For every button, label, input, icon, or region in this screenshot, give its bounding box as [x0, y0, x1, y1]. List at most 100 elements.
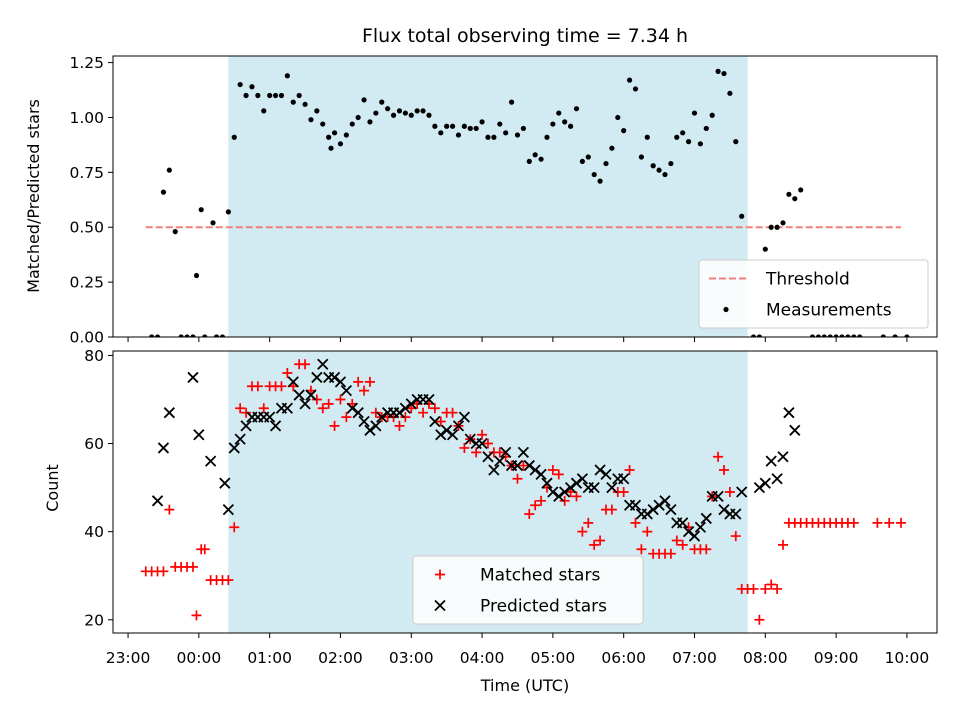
measurement-point: [491, 134, 497, 140]
predicted-stars-point: [618, 473, 630, 485]
measurement-point: [414, 108, 420, 114]
measurement-point: [172, 229, 178, 235]
x-tick-label: 06:00: [601, 649, 646, 667]
measurement-point: [467, 125, 473, 132]
matched-stars-point: [553, 469, 564, 480]
predicted-stars-point: [694, 521, 707, 533]
predicted-stars-point: [629, 499, 642, 511]
predicted-stars-point: [564, 481, 577, 494]
predicted-stars-point: [452, 420, 465, 432]
matched-stars-point: [718, 464, 729, 475]
measurement-point: [674, 134, 680, 140]
predicted-stars-point: [682, 526, 695, 538]
predicted-stars-point: [187, 371, 199, 384]
matched-stars-point: [896, 517, 907, 528]
measurement-point: [591, 171, 597, 178]
matched-stars-point: [884, 517, 895, 528]
measurement-point: [385, 106, 391, 112]
measurement-point: [544, 134, 550, 140]
measurement-point: [249, 84, 255, 90]
x-tick-label: 03:00: [389, 649, 434, 667]
legend-label: Predicted stars: [480, 597, 607, 617]
matched-stars-point: [229, 522, 240, 533]
y-tick-label: 60: [84, 435, 104, 453]
matched-stars-point: [471, 447, 482, 458]
matched-stars-point: [282, 368, 293, 379]
y-tick-label: 0.00: [69, 329, 104, 347]
measurement-point: [408, 112, 414, 118]
y-tick-label: 80: [84, 347, 104, 365]
measurement-point: [379, 99, 385, 105]
matched-stars-point: [518, 460, 529, 471]
measurement-point: [184, 334, 190, 337]
measurement-point: [786, 191, 792, 197]
predicted-stars-point: [718, 503, 730, 516]
matched-stars-point: [536, 495, 547, 506]
predicted-stars-point: [677, 517, 689, 529]
matched-stars-point: [642, 526, 653, 537]
predicted-stars-point: [535, 468, 547, 481]
measurement-point: [562, 119, 568, 125]
matched-stars-point: [524, 509, 535, 520]
measurement-point: [520, 125, 526, 132]
matched-stars-point: [191, 610, 202, 621]
matched-stars-point: [636, 544, 647, 555]
legend-box: [412, 555, 644, 625]
measurement-point: [650, 163, 656, 169]
predicted-stars-point: [511, 459, 524, 472]
predicted-stars-point: [376, 411, 388, 423]
matched-stars-point: [630, 517, 641, 528]
matched-stars-point: [618, 487, 629, 497]
measurement-point: [821, 334, 827, 337]
measurement-point: [166, 167, 172, 173]
matched-stars-point: [429, 403, 440, 414]
predicted-stars-point: [482, 451, 494, 463]
measurement-point: [432, 123, 438, 129]
predicted-stars-point: [547, 486, 559, 498]
matched-stars-point: [606, 504, 617, 515]
measurement-point: [573, 106, 580, 112]
measurement-point: [178, 334, 184, 337]
matched-stars-point: [353, 376, 364, 387]
measurement-point: [550, 121, 556, 127]
measurement-point: [538, 156, 544, 162]
measurement-point: [845, 334, 851, 337]
x-tick-label: 00:00: [177, 649, 222, 667]
predicted-stars-point: [765, 455, 777, 467]
predicted-stars-point: [736, 486, 748, 498]
matched-stars-point: [713, 451, 724, 462]
measurement-point: [774, 224, 780, 230]
predicted-stars-point: [370, 420, 382, 432]
measurement-point: [320, 121, 326, 127]
matched-stars-point: [199, 544, 210, 555]
measurement-point: [255, 92, 261, 99]
predicted-stars-point: [293, 389, 305, 401]
x-tick-label: 10:00: [885, 649, 930, 667]
x-tick-label: 08:00: [743, 649, 788, 667]
measurement-point: [514, 132, 521, 138]
matched-stars-point: [589, 539, 600, 550]
axes-frame: [112, 55, 938, 338]
predicted-stars-point: [700, 512, 712, 525]
predicted-stars-point: [399, 402, 412, 414]
measurement-point: [373, 110, 379, 116]
matched-stars-point: [559, 495, 570, 506]
measurement-point: [219, 334, 226, 337]
measurement-point: [626, 77, 633, 83]
matched-stars-point: [760, 583, 771, 594]
measurement-point: [656, 167, 662, 173]
measurement-point: [585, 154, 591, 160]
measurement-point: [349, 121, 355, 127]
measurement-point: [190, 334, 196, 337]
legend: Matched stars Predicted stars: [412, 555, 644, 625]
measurement-point: [609, 145, 615, 151]
measurement-point: [880, 334, 886, 337]
x-tick-label: 01:00: [247, 649, 292, 667]
legend-matched-handle: [435, 569, 445, 580]
predicted-stars-point: [429, 415, 441, 428]
matched-stars-point: [418, 407, 429, 418]
measurement-point: [461, 123, 467, 129]
measurement-point: [237, 81, 243, 88]
measurement-point: [210, 220, 216, 226]
